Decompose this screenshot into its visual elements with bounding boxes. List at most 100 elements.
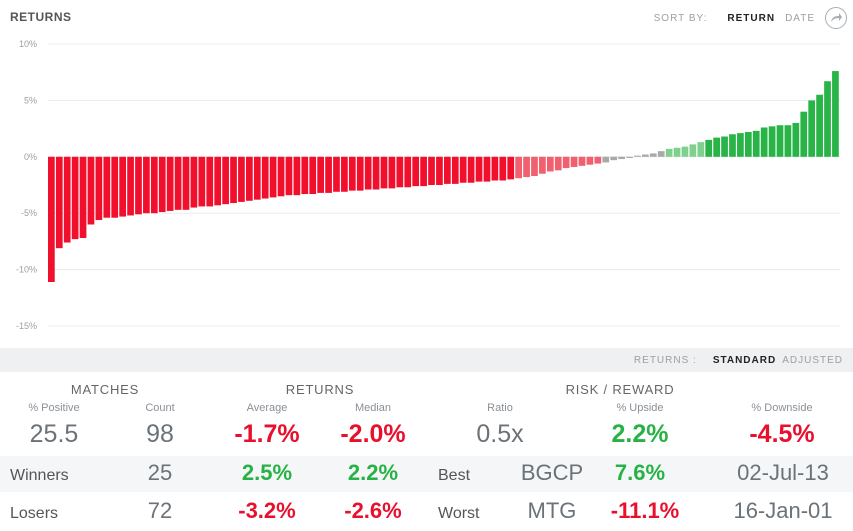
return-bar[interactable]: [610, 156, 618, 161]
return-bar[interactable]: [325, 156, 332, 193]
return-bar[interactable]: [515, 156, 522, 179]
return-bar[interactable]: [800, 111, 808, 157]
return-bar[interactable]: [642, 154, 649, 157]
return-bar[interactable]: [293, 156, 301, 196]
return-bar[interactable]: [539, 156, 546, 174]
return-bar[interactable]: [356, 156, 364, 191]
return-bar[interactable]: [206, 156, 214, 207]
return-bar[interactable]: [412, 156, 420, 187]
return-bar[interactable]: [63, 156, 71, 243]
return-bar[interactable]: [586, 156, 594, 165]
return-bar[interactable]: [404, 156, 412, 188]
return-bar[interactable]: [729, 134, 736, 157]
return-bar[interactable]: [380, 156, 388, 189]
return-bar[interactable]: [491, 156, 499, 181]
return-bar[interactable]: [348, 156, 356, 191]
return-bar[interactable]: [341, 156, 348, 192]
return-bar[interactable]: [214, 156, 222, 206]
return-bar[interactable]: [388, 156, 396, 189]
return-bar[interactable]: [673, 147, 681, 157]
return-bar[interactable]: [467, 156, 475, 183]
return-bar[interactable]: [824, 81, 831, 157]
return-bar[interactable]: [808, 100, 816, 157]
return-bar[interactable]: [744, 131, 752, 157]
return-bar[interactable]: [87, 156, 95, 225]
return-bar[interactable]: [713, 137, 720, 157]
return-bar[interactable]: [689, 144, 697, 157]
return-bar[interactable]: [776, 125, 784, 157]
return-bar[interactable]: [309, 156, 317, 195]
return-bar[interactable]: [103, 156, 111, 218]
return-bar[interactable]: [483, 156, 491, 182]
return-bar[interactable]: [230, 156, 237, 204]
return-bar[interactable]: [174, 156, 182, 210]
return-bar[interactable]: [784, 125, 792, 157]
return-bar[interactable]: [222, 156, 229, 205]
return-bar[interactable]: [760, 127, 768, 157]
return-bar[interactable]: [634, 155, 641, 157]
return-bar[interactable]: [562, 156, 570, 169]
return-bar[interactable]: [71, 156, 79, 240]
return-bar[interactable]: [602, 156, 610, 163]
return-bar[interactable]: [499, 156, 507, 181]
return-bar[interactable]: [127, 156, 134, 216]
return-bar[interactable]: [570, 156, 578, 167]
return-bar[interactable]: [364, 156, 372, 190]
share-button[interactable]: [825, 7, 847, 29]
return-bar[interactable]: [768, 126, 776, 157]
return-bar[interactable]: [285, 156, 293, 196]
return-bar[interactable]: [238, 156, 245, 202]
return-bar[interactable]: [531, 156, 538, 176]
return-bar[interactable]: [594, 156, 602, 164]
return-bar[interactable]: [253, 156, 261, 200]
return-bar[interactable]: [333, 156, 340, 192]
return-bar[interactable]: [277, 156, 285, 197]
return-bar[interactable]: [420, 156, 427, 187]
return-bar[interactable]: [436, 156, 443, 185]
return-bar[interactable]: [246, 156, 253, 201]
return-bar[interactable]: [681, 146, 689, 157]
return-bar[interactable]: [657, 151, 665, 157]
sort-date-option[interactable]: DATE: [785, 12, 815, 24]
return-bar[interactable]: [48, 156, 55, 283]
return-bar[interactable]: [451, 156, 459, 184]
return-bar[interactable]: [396, 156, 404, 188]
return-bar[interactable]: [428, 156, 435, 185]
return-bar[interactable]: [198, 156, 206, 207]
return-bar[interactable]: [697, 142, 705, 157]
return-bar[interactable]: [459, 156, 467, 183]
return-bar[interactable]: [79, 156, 87, 239]
return-bar[interactable]: [269, 156, 277, 198]
return-bar[interactable]: [95, 156, 103, 220]
return-bar[interactable]: [119, 156, 126, 217]
return-bar[interactable]: [752, 130, 760, 157]
return-bar[interactable]: [618, 156, 625, 160]
returns-standard-option[interactable]: STANDARD: [712, 354, 777, 366]
return-bar[interactable]: [721, 136, 728, 157]
return-bar[interactable]: [111, 156, 119, 218]
return-bar[interactable]: [372, 156, 380, 190]
return-bar[interactable]: [832, 71, 839, 157]
return-bar[interactable]: [150, 156, 158, 214]
return-bar[interactable]: [261, 156, 269, 199]
return-bar[interactable]: [182, 156, 190, 210]
return-bar[interactable]: [523, 156, 530, 178]
return-bar[interactable]: [301, 156, 309, 195]
return-bar[interactable]: [317, 156, 324, 193]
return-bar[interactable]: [166, 156, 174, 211]
return-bar[interactable]: [475, 156, 483, 182]
return-bar[interactable]: [626, 156, 633, 158]
return-bar[interactable]: [665, 148, 673, 157]
return-bar[interactable]: [135, 156, 142, 215]
return-bar[interactable]: [143, 156, 150, 214]
returns-adjusted-option[interactable]: ADJUSTED: [782, 354, 843, 366]
return-bar[interactable]: [444, 156, 451, 184]
return-bar[interactable]: [55, 156, 63, 249]
return-bar[interactable]: [737, 133, 744, 157]
return-bar[interactable]: [792, 122, 800, 157]
return-bar[interactable]: [507, 156, 515, 180]
return-bar[interactable]: [554, 156, 562, 171]
return-bar[interactable]: [816, 94, 823, 157]
return-bar[interactable]: [578, 156, 586, 166]
return-bar[interactable]: [705, 139, 713, 157]
